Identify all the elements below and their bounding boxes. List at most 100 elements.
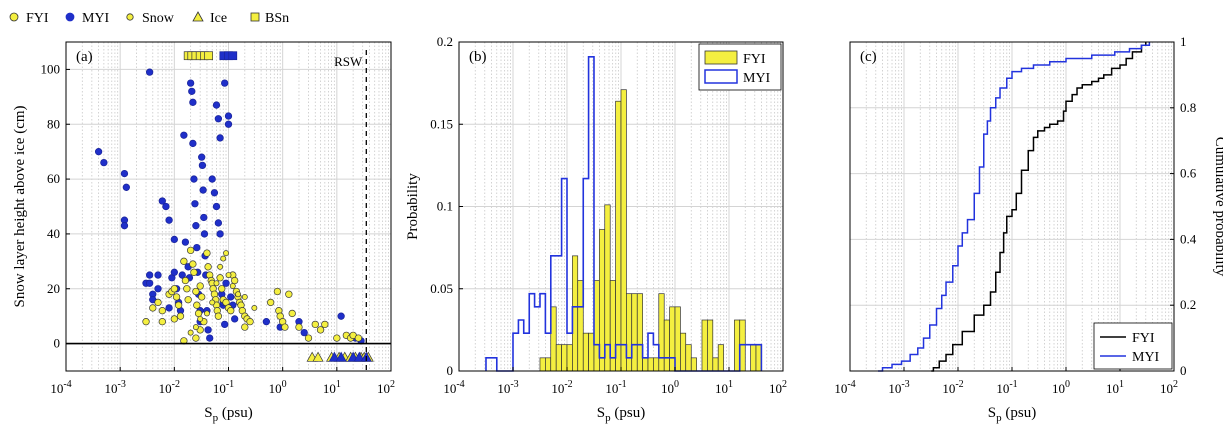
x-tick-exponent: 0 (1065, 379, 1070, 390)
point-myi (94, 148, 103, 156)
point-myi (100, 158, 108, 167)
point-snow (203, 310, 210, 317)
x-tick-base: 10 (942, 381, 955, 396)
y-tick-label: 0 (1180, 363, 1187, 378)
x-tick-exponent: 0 (282, 379, 287, 390)
point-fyi (142, 318, 150, 326)
point-fyi (180, 257, 188, 265)
point-fyi (304, 334, 313, 342)
panel-c-marks (878, 42, 1151, 372)
x-tick-base: 10 (269, 381, 282, 396)
point-myi (192, 222, 200, 230)
point-bsn-myi (228, 51, 238, 61)
x-tick-exponent: 2 (782, 379, 787, 390)
panel-c-xlabel-main: S (988, 405, 996, 421)
y-tick-label: 0.4 (1180, 231, 1197, 246)
point-snow (229, 283, 236, 289)
x-tick-base: 10 (551, 381, 564, 396)
panel-b-xlabel-unit: (psu) (611, 405, 646, 421)
panel-b-xlabel-sub: p (605, 412, 611, 424)
legend-label-fyi: FYI (1132, 331, 1155, 346)
point-myi (145, 68, 154, 76)
bar-fyi (561, 344, 568, 372)
point-fyi (189, 260, 197, 268)
x-tick-base: 10 (50, 381, 63, 396)
x-tick-label: 100 (1052, 379, 1070, 396)
x-tick-base: 10 (377, 381, 390, 396)
bar-fyi (701, 319, 708, 372)
x-tick-base: 10 (1160, 381, 1173, 396)
point-fyi (149, 304, 157, 312)
point-fyi (158, 307, 166, 315)
point-myi (224, 112, 233, 120)
legend-marker-ice (192, 11, 204, 22)
panel-c-ylabel: Cumulative probability (1212, 137, 1223, 277)
panel-c-letter: (c) (860, 49, 877, 65)
point-snow (241, 294, 248, 300)
point-myi (206, 334, 214, 342)
bar-fyi (755, 344, 762, 372)
y-tick-label: 60 (47, 171, 60, 186)
x-tick-exponent: 1 (1119, 379, 1124, 390)
bar-fyi (647, 357, 654, 372)
y-tick-label: 0.6 (1180, 166, 1197, 181)
point-myi (300, 328, 308, 337)
point-myi (186, 79, 195, 87)
point-bsn (204, 51, 213, 61)
point-ice (312, 351, 324, 362)
point-myi (212, 202, 221, 211)
y-tick-label: 0.15 (430, 116, 453, 131)
point-myi (193, 243, 201, 252)
point-myi (262, 318, 271, 326)
x-tick-label: 10-3 (888, 379, 909, 396)
x-tick-base: 10 (497, 381, 510, 396)
bar-fyi (653, 357, 660, 372)
x-tick-base: 10 (888, 381, 901, 396)
x-tick-base: 10 (323, 381, 336, 396)
point-myi (181, 238, 190, 246)
point-snow (235, 291, 241, 298)
x-tick-exponent: -3 (510, 379, 518, 390)
point-myi (227, 293, 235, 301)
y-tick-label: 0.1 (437, 199, 453, 214)
y-tick-label: 100 (41, 61, 61, 76)
legend-label-bsn: BSn (265, 11, 289, 26)
legend-label-ice: Ice (210, 11, 227, 26)
x-tick-base: 10 (715, 381, 728, 396)
point-myi (208, 175, 216, 183)
rsw-label: RSW (334, 54, 363, 69)
point-snow (187, 329, 194, 336)
legend-swatch-fyi (704, 50, 738, 65)
panel-c-frame (849, 41, 1175, 372)
point-snow (192, 324, 199, 331)
x-tick-label: 100 (269, 379, 287, 396)
x-tick-label: 10-1 (605, 379, 626, 396)
point-fyi (192, 287, 200, 296)
point-fyi (198, 293, 206, 301)
point-fyi (186, 246, 195, 255)
panel-c-xlabel-sub: p (996, 412, 1002, 424)
bar-fyi (615, 100, 622, 372)
x-tick-label: 100 (661, 379, 679, 396)
point-snow (251, 304, 258, 311)
x-tick-exponent: -1 (618, 379, 626, 390)
y-tick-label: 80 (47, 116, 60, 131)
legend-box (1093, 322, 1173, 370)
x-tick-base: 10 (159, 381, 172, 396)
panel-a-xlabel-unit: (psu) (218, 405, 253, 421)
point-myi (210, 189, 219, 197)
bar-fyi (685, 344, 692, 372)
y-tick-label: 40 (47, 226, 60, 241)
x-tick-base: 10 (996, 381, 1009, 396)
x-tick-label: 10-3 (497, 379, 518, 396)
point-fyi (316, 326, 325, 334)
point-fyi (216, 274, 224, 282)
panel-a-grid (66, 42, 391, 371)
legend-entry-bsn: BSn (250, 11, 289, 26)
legend-entry-snow: Snow (126, 11, 175, 26)
point-myi (216, 230, 224, 238)
point-fyi (193, 301, 201, 309)
panel-b-xlabel: Sp (psu) (597, 405, 645, 424)
bar-fyi (636, 293, 643, 372)
panel-a-decor: RSW (66, 50, 391, 371)
